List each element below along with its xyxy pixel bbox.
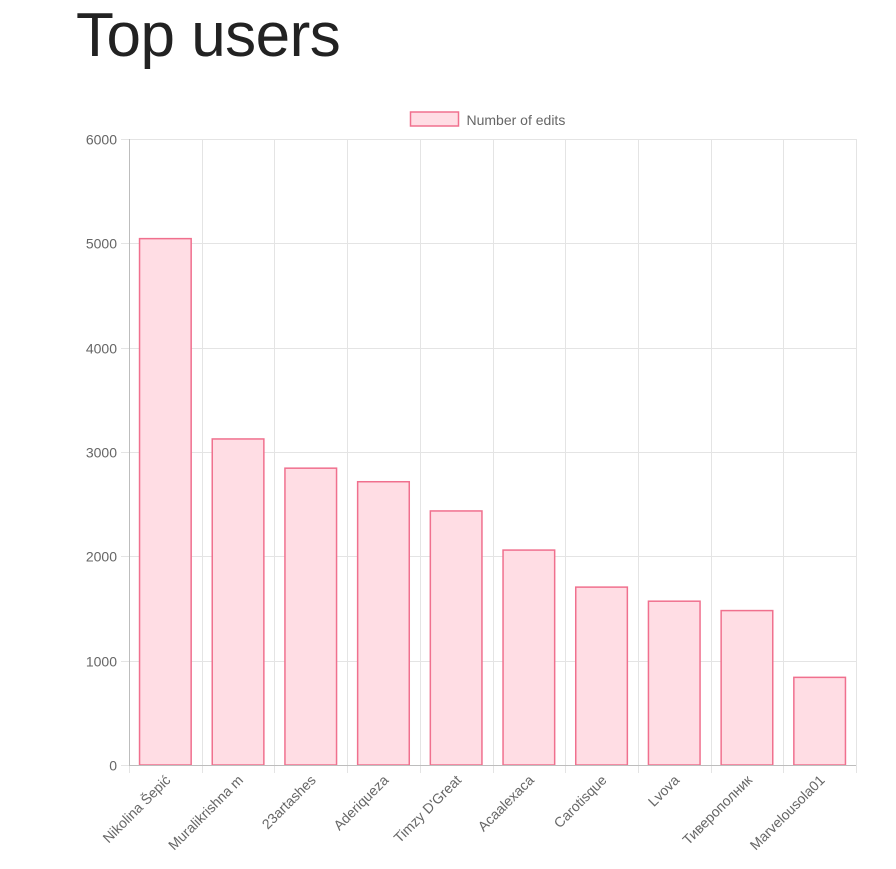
chart-legend[interactable]: Number of edits — [409, 111, 566, 128]
y-tick-label: 5000 — [86, 236, 117, 252]
x-tick-label: Carotisque — [550, 772, 609, 831]
x-tick-label: Marvelousola01 — [747, 772, 828, 853]
y-tick-label: 6000 — [86, 132, 117, 148]
y-axis-ticks: 0 1000 2000 3000 4000 5000 6000 — [86, 132, 117, 774]
x-tick-label: Acaalexaca — [474, 772, 537, 835]
bar[interactable] — [138, 237, 192, 766]
bar[interactable] — [574, 586, 629, 766]
x-tick-label: Muralikrishna m — [165, 772, 246, 853]
legend-item[interactable]: Number of edits — [409, 111, 566, 128]
x-tick-label: Aderiqueza — [330, 772, 392, 834]
legend-label[interactable]: Number of edits — [467, 112, 566, 128]
chart-axes — [129, 139, 856, 766]
y-tick-label: 3000 — [86, 445, 117, 461]
x-tick-label: Timzy D'Great — [390, 772, 464, 846]
bar[interactable] — [211, 438, 265, 766]
bar[interactable] — [284, 467, 338, 766]
bar[interactable] — [793, 676, 847, 766]
legend-swatch[interactable] — [409, 111, 460, 127]
bar[interactable] — [502, 549, 556, 766]
y-tick-label: 0 — [109, 758, 117, 774]
y-tick-label: 4000 — [86, 341, 117, 357]
bar[interactable] — [720, 609, 774, 766]
y-tick-label: 1000 — [86, 654, 117, 670]
bar-series — [138, 237, 847, 766]
x-tick-label: Nikolina Šepić — [99, 772, 173, 846]
bar[interactable] — [356, 480, 411, 766]
bar[interactable] — [429, 510, 483, 766]
page-title: Top users — [76, 1, 341, 70]
x-tick-label: Lvova — [645, 772, 683, 810]
x-tick-label: 23artashes — [259, 772, 319, 832]
x-tick-label: Тиверополник — [679, 771, 755, 847]
bar[interactable] — [647, 600, 701, 766]
y-tick-label: 2000 — [86, 549, 117, 565]
